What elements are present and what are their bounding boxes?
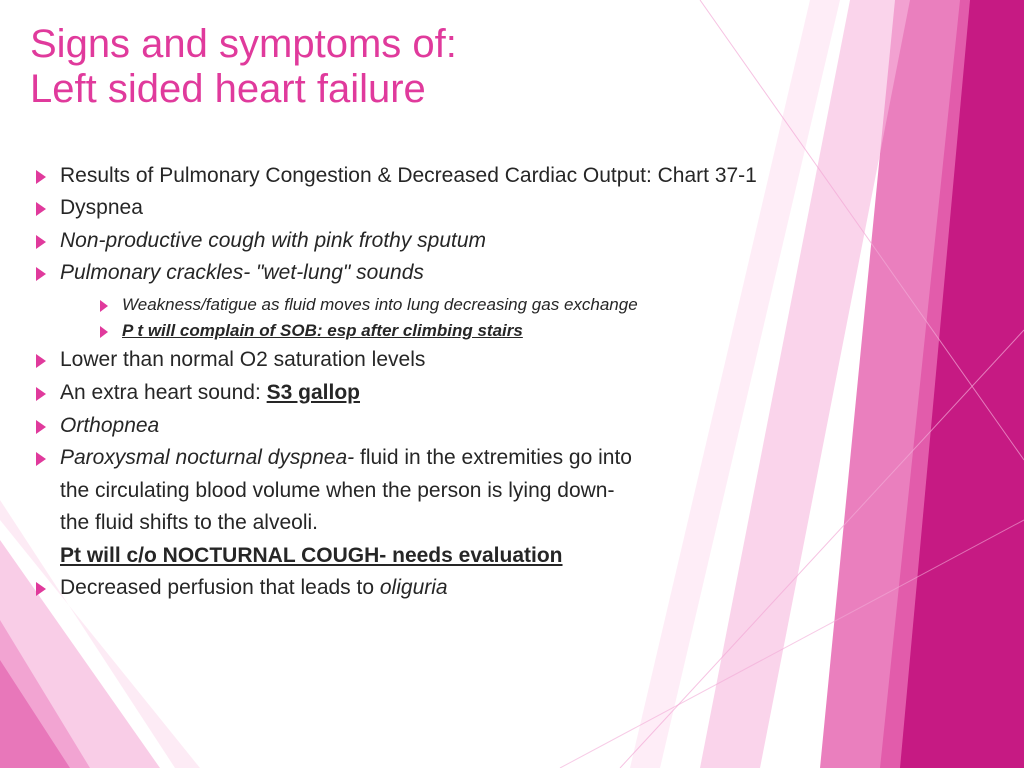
text-segment: Decreased perfusion that leads to: [60, 576, 380, 599]
bullet-item: Pulmonary crackles- "wet-lung" sounds Wea…: [30, 257, 904, 344]
bullet-item: Decreased perfusion that leads to oligur…: [30, 572, 904, 605]
text-segment: Results of Pulmonary Congestion & Decrea…: [60, 164, 757, 187]
text-segment: An extra heart sound:: [60, 381, 267, 404]
text-segment: Lower than normal O2 saturation levels: [60, 348, 425, 371]
text-segment: Paroxysmal nocturnal dyspnea-: [60, 446, 360, 469]
bullet-item: Orthopnea: [30, 410, 904, 443]
text-segment: S3 gallop: [267, 381, 360, 404]
bullet-continuation: the fluid shifts to the alveoli.: [30, 507, 904, 540]
text-segment: fluid in the extremities go into: [360, 446, 632, 469]
bullet-list: Results of Pulmonary Congestion & Decrea…: [30, 160, 904, 605]
text-segment: oliguria: [380, 576, 448, 599]
text-segment: Pt will c/o NOCTURNAL COUGH- needs evalu…: [60, 544, 563, 567]
slide: Signs and symptoms of: Left sided heart …: [0, 0, 1024, 768]
sub-bullet-item: P t will complain of SOB: esp after clim…: [96, 318, 904, 344]
text-segment: the circulating blood volume when the pe…: [60, 479, 614, 502]
sub-bullet-list: Weakness/fatigue as fluid moves into lun…: [60, 292, 904, 345]
text-segment: P t will complain of SOB: esp after clim…: [122, 321, 523, 340]
text-segment: Non-productive cough with pink frothy sp…: [60, 229, 486, 252]
text-segment: Orthopnea: [60, 414, 159, 437]
text-segment: Weakness/fatigue as fluid moves into lun…: [122, 295, 638, 314]
bullet-item: Lower than normal O2 saturation levels: [30, 344, 904, 377]
content-area: Signs and symptoms of: Left sided heart …: [30, 22, 904, 605]
text-segment: Dyspnea: [60, 196, 143, 219]
bullet-item: Results of Pulmonary Congestion & Decrea…: [30, 160, 904, 193]
bullet-continuation: the circulating blood volume when the pe…: [30, 475, 904, 508]
text-segment: Pulmonary crackles- "wet-lung" sounds: [60, 261, 424, 284]
bullet-item: An extra heart sound: S3 gallop: [30, 377, 904, 410]
title-line-1: Signs and symptoms of:: [30, 22, 904, 67]
bullet-continuation: Pt will c/o NOCTURNAL COUGH- needs evalu…: [30, 540, 904, 573]
bullet-item: Paroxysmal nocturnal dyspnea- fluid in t…: [30, 442, 904, 475]
sub-bullet-item: Weakness/fatigue as fluid moves into lun…: [96, 292, 904, 318]
text-segment: the fluid shifts to the alveoli.: [60, 511, 318, 534]
bullet-item: Dyspnea: [30, 192, 904, 225]
bullet-item: Non-productive cough with pink frothy sp…: [30, 225, 904, 258]
title-line-2: Left sided heart failure: [30, 67, 904, 112]
